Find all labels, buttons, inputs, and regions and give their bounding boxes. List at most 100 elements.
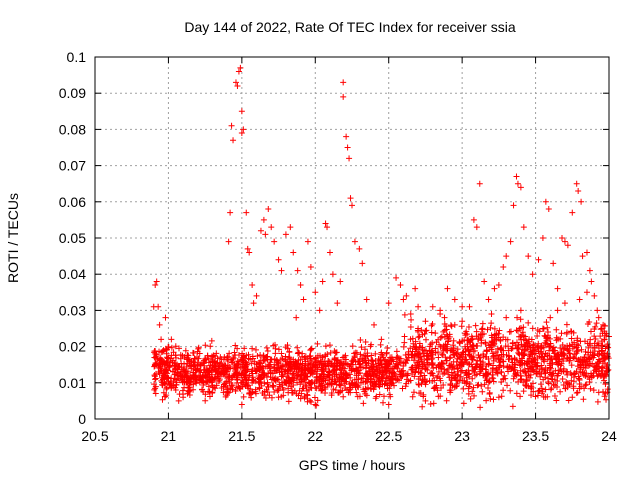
data-point bbox=[362, 390, 369, 397]
data-point bbox=[595, 314, 602, 321]
data-point bbox=[542, 198, 549, 205]
data-point bbox=[466, 338, 473, 345]
data-point bbox=[420, 393, 427, 400]
data-point bbox=[385, 401, 392, 408]
data-point bbox=[605, 344, 612, 351]
data-point bbox=[282, 231, 289, 238]
data-point bbox=[578, 198, 585, 205]
data-point bbox=[408, 364, 415, 371]
data-point bbox=[529, 351, 536, 358]
data-point bbox=[314, 368, 321, 375]
data-point bbox=[451, 296, 458, 303]
data-point bbox=[577, 338, 584, 345]
data-point bbox=[586, 267, 593, 274]
data-point bbox=[587, 385, 594, 392]
data-point bbox=[474, 382, 481, 389]
data-point bbox=[261, 388, 268, 395]
data-point bbox=[378, 336, 385, 343]
data-point bbox=[440, 328, 447, 335]
data-point bbox=[312, 289, 319, 296]
data-point bbox=[326, 249, 333, 256]
data-point bbox=[539, 235, 546, 241]
y-axis-label: ROTI / TECUs bbox=[5, 193, 21, 283]
data-point bbox=[314, 397, 321, 404]
data-point bbox=[285, 385, 292, 392]
data-point bbox=[248, 394, 255, 401]
data-point bbox=[422, 327, 429, 334]
data-point bbox=[416, 361, 423, 368]
data-point bbox=[450, 352, 457, 359]
data-point bbox=[450, 342, 457, 349]
data-point bbox=[433, 374, 440, 381]
data-point bbox=[349, 202, 355, 209]
data-point bbox=[245, 385, 252, 392]
data-point bbox=[595, 389, 602, 396]
data-point bbox=[491, 341, 498, 348]
axis-ticks: 20.5 21 21.5 22 22.5 23 23.5 24 0 0.01 0.02 0.03 0.0… bbox=[59, 49, 617, 444]
data-point bbox=[387, 393, 394, 400]
data-point bbox=[517, 367, 524, 374]
data-point bbox=[414, 327, 421, 334]
data-point bbox=[493, 330, 500, 337]
data-point bbox=[570, 385, 577, 392]
data-point bbox=[314, 340, 321, 347]
data-point bbox=[265, 383, 272, 390]
data-point bbox=[308, 379, 315, 386]
data-point bbox=[599, 342, 606, 349]
data-point bbox=[547, 386, 554, 393]
data-point bbox=[378, 361, 385, 368]
data-point bbox=[180, 391, 187, 398]
data-point bbox=[401, 311, 408, 318]
data-point bbox=[529, 344, 536, 351]
data-point bbox=[216, 370, 223, 377]
data-point bbox=[249, 282, 256, 289]
data-point bbox=[543, 319, 550, 326]
data-point bbox=[249, 345, 256, 352]
data-point bbox=[354, 393, 361, 400]
data-point bbox=[544, 329, 551, 336]
x-axis-label: GPS time / hours bbox=[299, 457, 406, 473]
data-point bbox=[371, 383, 378, 390]
data-point bbox=[575, 342, 582, 349]
data-point bbox=[204, 352, 211, 359]
data-point bbox=[238, 371, 245, 378]
data-point bbox=[429, 339, 436, 346]
data-point bbox=[302, 382, 309, 389]
data-point bbox=[574, 347, 581, 354]
data-point bbox=[390, 358, 397, 365]
data-point bbox=[237, 380, 244, 387]
data-point bbox=[529, 380, 536, 387]
data-point bbox=[228, 122, 235, 129]
data-point bbox=[466, 373, 473, 380]
data-point bbox=[417, 373, 424, 380]
data-point bbox=[302, 372, 309, 379]
data-point bbox=[580, 364, 587, 371]
data-point bbox=[520, 388, 527, 395]
data-point bbox=[343, 133, 350, 140]
data-point bbox=[250, 300, 257, 307]
data-point bbox=[295, 349, 302, 356]
data-point bbox=[441, 366, 448, 373]
data-point bbox=[424, 367, 431, 374]
data-point bbox=[188, 363, 195, 370]
data-point bbox=[544, 367, 551, 374]
data-point bbox=[446, 362, 453, 369]
data-point bbox=[517, 316, 524, 323]
data-point bbox=[171, 375, 178, 382]
data-point bbox=[538, 385, 545, 392]
data-point bbox=[316, 307, 323, 314]
data-point bbox=[393, 348, 400, 355]
data-point bbox=[410, 389, 417, 396]
data-point bbox=[601, 393, 608, 400]
data-point bbox=[200, 379, 207, 386]
data-point bbox=[470, 343, 477, 350]
data-point bbox=[549, 370, 556, 377]
data-point bbox=[534, 392, 541, 399]
chart-title: Day 144 of 2022, Rate Of TEC Index for r… bbox=[184, 19, 515, 35]
data-point bbox=[484, 371, 491, 378]
data-point bbox=[164, 374, 171, 381]
data-point bbox=[227, 356, 234, 363]
data-point bbox=[471, 392, 478, 399]
